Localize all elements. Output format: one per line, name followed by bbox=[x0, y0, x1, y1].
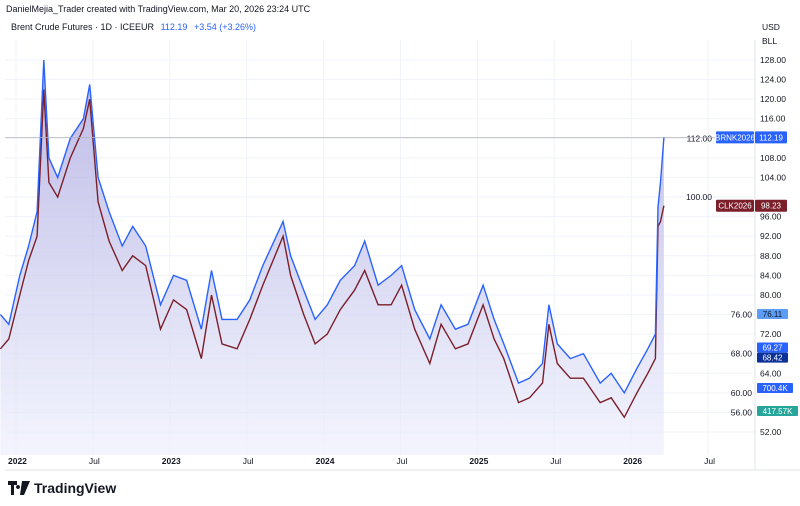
chart-credit: DanielMejia_Trader created with TradingV… bbox=[6, 4, 311, 14]
price-axis-label: 69.27 bbox=[757, 342, 788, 353]
y-tick-label: 88.00 bbox=[760, 251, 782, 261]
series-price-tag: CLK2026 98.23 bbox=[716, 199, 787, 212]
price-change: +3.54 (+3.26%) bbox=[193, 22, 256, 32]
y-tick-label: 60.00 bbox=[731, 388, 753, 398]
x-tick-label: 2026 bbox=[623, 456, 642, 466]
x-tick-label: Jul bbox=[89, 456, 100, 466]
svg-text:76.11: 76.11 bbox=[763, 310, 783, 319]
y-tick-label: 76.00 bbox=[731, 310, 753, 320]
y-tick-label: 96.00 bbox=[760, 212, 782, 222]
tradingview-logo-icon bbox=[8, 481, 30, 495]
x-tick-label: 2022 bbox=[8, 456, 27, 466]
brent-line bbox=[0, 59, 665, 395]
y-tick-label: 100.00 bbox=[686, 192, 712, 202]
logo-text: TradingView bbox=[34, 480, 117, 496]
last-price: 112.19 bbox=[160, 22, 188, 32]
series-last-label: 98.23 bbox=[761, 202, 782, 211]
y-tick-label: 80.00 bbox=[760, 290, 782, 300]
price-axis-label: 68.42 bbox=[757, 352, 788, 363]
wti-line bbox=[0, 89, 665, 419]
svg-text:417.57K: 417.57K bbox=[763, 407, 793, 416]
y-tick-label: 120.00 bbox=[760, 94, 786, 104]
price-axis-label: 417.57K bbox=[757, 405, 798, 416]
currency-unit[interactable]: USD BLL bbox=[762, 20, 780, 48]
y-tick-label: 116.00 bbox=[760, 114, 786, 124]
series-name-label: CLK2026 bbox=[718, 202, 752, 211]
y-tick-label: 104.00 bbox=[760, 172, 786, 182]
y-tick-label: 72.00 bbox=[760, 329, 782, 339]
y-tick-label: 112.00 bbox=[687, 133, 713, 143]
y-tick-label: 92.00 bbox=[760, 231, 782, 241]
y-tick-label: 108.00 bbox=[760, 153, 786, 163]
x-tick-label: Jul bbox=[550, 456, 561, 466]
series-name-label: BRNK2026 bbox=[715, 133, 756, 142]
unit: BLL bbox=[762, 36, 778, 46]
y-tick-label: 64.00 bbox=[760, 368, 782, 378]
y-tick-label: 52.00 bbox=[760, 427, 782, 437]
y-tick-label: 128.00 bbox=[760, 55, 786, 65]
svg-text:68.42: 68.42 bbox=[762, 354, 783, 363]
series-price-tag: BRNK2026 112.19 bbox=[715, 131, 787, 144]
svg-text:69.27: 69.27 bbox=[762, 343, 783, 352]
y-tick-label: 68.00 bbox=[731, 349, 753, 359]
series-last-label: 112.19 bbox=[759, 133, 783, 142]
x-tick-label: Jul bbox=[704, 456, 715, 466]
x-tick-label: Jul bbox=[397, 456, 408, 466]
x-tick-label: 2023 bbox=[162, 456, 181, 466]
brent-area bbox=[0, 60, 664, 455]
y-tick-label: 84.00 bbox=[760, 270, 782, 280]
price-axis-label: 700.4K bbox=[757, 382, 793, 393]
y-tick-label: 56.00 bbox=[731, 407, 753, 417]
svg-text:700.4K: 700.4K bbox=[762, 384, 788, 393]
symbol-line: Brent Crude Futures · 1D · ICEEUR bbox=[11, 22, 155, 32]
y-tick-label: 124.00 bbox=[760, 75, 786, 85]
tradingview-logo[interactable]: TradingView bbox=[8, 480, 116, 496]
currency: USD bbox=[762, 22, 780, 32]
x-tick-label: 2024 bbox=[316, 456, 335, 466]
price-axis-label: 76.11 bbox=[757, 309, 788, 320]
symbol-legend[interactable]: Brent Crude Futures · 1D · ICEEUR 112.19… bbox=[11, 22, 256, 32]
x-tick-label: Jul bbox=[243, 456, 254, 466]
x-tick-label: 2025 bbox=[469, 456, 488, 466]
